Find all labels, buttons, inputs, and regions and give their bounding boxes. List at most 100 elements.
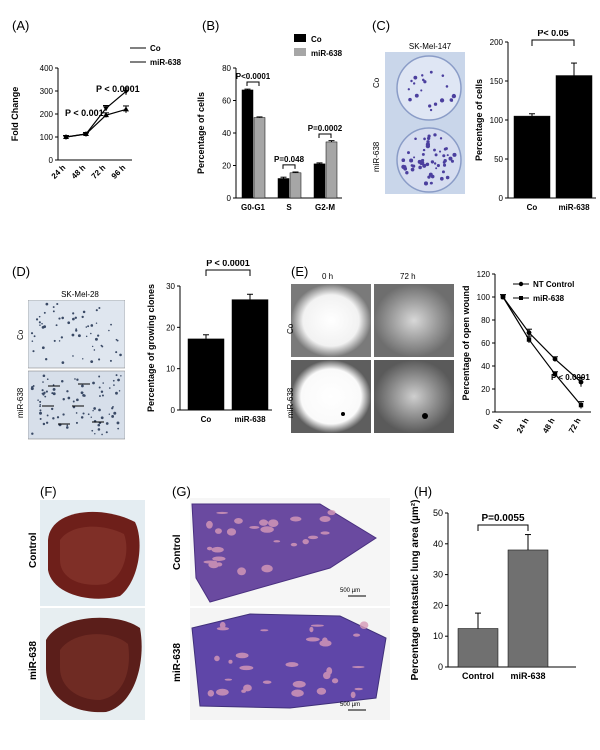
panel-label-b: (B) — [202, 18, 220, 33]
chart-a-y-tick-label: 200 — [40, 110, 54, 119]
cell-dot — [100, 416, 104, 420]
chart-b-y-tick-label: 60 — [222, 97, 231, 106]
chart-h-x-tick-label: miR-638 — [510, 671, 545, 681]
cell-dot — [56, 302, 59, 306]
cell-dot — [41, 389, 44, 392]
chart-a-annotation: P < 0.001 — [65, 108, 104, 118]
photo-c-row-label-mir: miR-638 — [372, 141, 381, 172]
colony-dot — [450, 99, 454, 102]
chart-a-legend-label: miR-638 — [150, 58, 182, 67]
cell-dot — [101, 433, 103, 436]
cell-dot — [91, 429, 94, 432]
colony-dot — [426, 140, 430, 144]
cell-dot — [85, 335, 88, 338]
chart-c-y-tick-label: 100 — [490, 116, 504, 125]
chart-b-bar — [325, 141, 338, 199]
tissue-spot — [316, 687, 327, 695]
chart-d-y-tick-label: 30 — [166, 282, 175, 291]
cell-dot — [39, 411, 43, 415]
chart-e-legend-marker — [519, 296, 523, 300]
chart-d-x-tick-label: miR-638 — [234, 415, 266, 424]
tissue-spot — [216, 688, 229, 696]
chart-c-y-tick-label: 50 — [494, 155, 503, 164]
chart-e-point — [552, 356, 558, 362]
colony-dot — [421, 74, 424, 77]
panel-label-a: (A) — [12, 18, 30, 33]
chart-a-y-tick-label: 300 — [40, 87, 54, 96]
tissue-spot — [305, 637, 320, 642]
chart-c-x-tick-label: Co — [527, 203, 538, 212]
chart-b-bracket — [318, 133, 332, 138]
colony-dot — [439, 176, 444, 181]
cell-dot — [113, 384, 115, 386]
cell-dot — [55, 324, 58, 327]
chart-e-point — [578, 379, 584, 385]
chart-c-y-label: Percentage of cells — [474, 79, 484, 161]
chart-d-y-label: Percentage of growing clones — [146, 284, 156, 412]
cell-dot — [108, 329, 110, 332]
cell-dot — [52, 306, 55, 309]
tissue-spot — [327, 509, 336, 516]
tissue-spot — [320, 531, 330, 535]
cell-dot — [46, 378, 49, 381]
colony-dot — [422, 78, 425, 82]
tissue-spot — [216, 562, 223, 567]
cell-dot — [77, 334, 81, 338]
colony-dot — [403, 166, 408, 171]
cell-dot — [80, 416, 84, 419]
cell-dot — [52, 387, 56, 391]
panel-label-f: (F) — [40, 484, 57, 499]
cell-dot — [97, 428, 101, 431]
cell-dot — [56, 416, 60, 419]
cell-dot — [30, 332, 34, 335]
colony-dot — [412, 82, 416, 85]
colony-dot — [445, 147, 448, 151]
photo-g-scalebar-bottom: 500 µm — [340, 702, 361, 708]
chart-d-y-tick-label: 20 — [166, 323, 175, 332]
cell-dot — [111, 407, 114, 410]
chart-h-y-tick-label: 40 — [433, 539, 443, 549]
chart-e-wound: 0 20 40 60 80 100 120 Percentage of open wound 0… — [461, 270, 591, 435]
cell-dot — [98, 408, 101, 412]
colony-dot — [441, 74, 445, 77]
cell-dot — [41, 392, 44, 395]
chart-d-y-tick-label: 10 — [166, 365, 175, 374]
chart-c-colony: 0 50 100 150 200 Percentage of cells Co miR-638… — [474, 30, 596, 212]
cell-dot — [44, 395, 47, 398]
chart-e-y-tick-label: 40 — [481, 362, 490, 371]
tissue-spot — [268, 519, 279, 528]
colony-dot — [446, 154, 449, 157]
chart-e-y-tick-label: 0 — [486, 408, 491, 417]
tissue-spot — [226, 528, 237, 536]
cell-dot — [115, 374, 118, 377]
colony-dot — [439, 137, 443, 140]
cell-dot — [94, 337, 98, 341]
cell-dot — [52, 417, 55, 420]
cell-dot — [82, 412, 85, 415]
panel-label-g: (G) — [172, 484, 191, 499]
tissue-spot — [207, 690, 215, 697]
chart-b-y-tick-label: 0 — [227, 194, 232, 203]
cell-dot — [81, 391, 84, 394]
photo-e-col-label-72h: 72 h — [400, 272, 416, 281]
chart-e-y-tick-label: 120 — [477, 270, 491, 279]
tissue-spot — [206, 520, 213, 529]
tissue-spot — [323, 671, 331, 680]
cell-dot — [90, 360, 94, 364]
tissue-spot — [249, 525, 260, 529]
colony-dot — [414, 137, 417, 140]
cell-dot — [41, 322, 43, 325]
cell-dot — [61, 380, 64, 383]
cell-dot — [105, 422, 109, 425]
colony-dot — [433, 102, 438, 106]
chart-e-point — [500, 294, 506, 300]
cell-dot — [58, 340, 61, 342]
chart-a-series-line — [65, 91, 127, 138]
colony-dot — [439, 98, 445, 103]
tissue-spot — [261, 564, 273, 573]
tissue-spot — [243, 684, 252, 692]
tissue-spot — [354, 687, 363, 691]
cell-dot — [117, 427, 120, 430]
chart-b-x-tick-label: G2-M — [315, 203, 335, 212]
chart-e-legend-marker — [518, 281, 524, 287]
